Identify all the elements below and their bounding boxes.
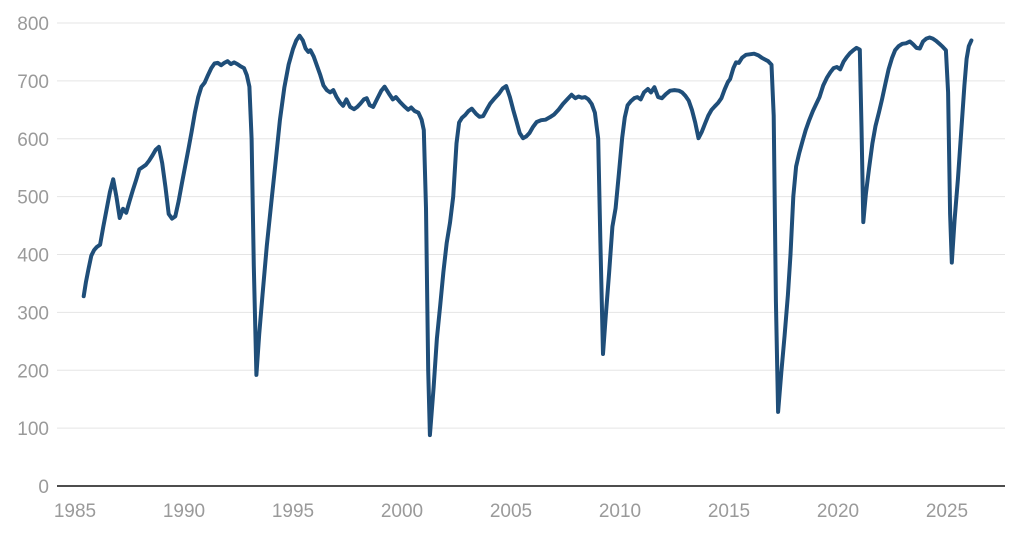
x-axis-tick-label: 2010: [599, 501, 641, 522]
x-axis-tick-label: 2015: [708, 501, 750, 522]
x-axis-tick-label: 2020: [817, 501, 859, 522]
y-axis-tick-label: 0: [38, 477, 49, 498]
y-axis-labels-group: 800 700 600 500 400 300 200 100 0: [17, 14, 49, 498]
gridlines-group: [57, 22, 1005, 487]
y-axis-tick-label: 500: [17, 188, 49, 209]
y-axis-tick-label: 800: [17, 14, 49, 35]
x-axis-labels-group: 1985 1990 1995 2000 2005 2010 2015 2020 2025: [54, 501, 968, 522]
x-axis-tick-label: 1995: [272, 501, 314, 522]
y-axis-tick-label: 700: [17, 72, 49, 93]
x-axis-tick-label: 1985: [54, 501, 96, 522]
y-axis-tick-label: 100: [17, 419, 49, 440]
series-group: [81, 33, 974, 438]
y-axis-tick-label: 400: [17, 246, 49, 267]
y-axis-tick-label: 600: [17, 130, 49, 151]
x-axis-tick-label: 2005: [490, 501, 532, 522]
x-axis-tick-label: 1990: [163, 501, 205, 522]
y-axis-tick-label: 300: [17, 303, 49, 324]
data-series-line: [81, 33, 974, 438]
y-axis-tick-label: 200: [17, 361, 49, 382]
x-axis-tick-label: 2000: [381, 501, 423, 522]
x-axis-tick-label: 2025: [926, 501, 968, 522]
